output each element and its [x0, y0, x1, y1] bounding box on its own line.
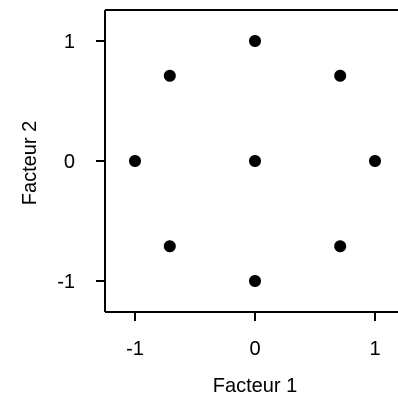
y-tick-label: 0 — [64, 151, 75, 173]
data-point — [369, 155, 381, 167]
data-point — [334, 240, 347, 253]
x-tick-label: 0 — [249, 338, 260, 360]
data-point — [163, 69, 176, 82]
data-point — [334, 69, 347, 82]
data-point — [129, 155, 141, 167]
x-axis-label: Facteur 1 — [213, 375, 297, 397]
y-tick-label: 1 — [64, 31, 75, 53]
data-point — [249, 275, 261, 287]
x-axis: -1 0 1 — [126, 312, 381, 360]
y-tick-label: -1 — [57, 271, 75, 293]
y-axis-label: Facteur 2 — [19, 121, 41, 205]
y-axis: -1 0 1 — [57, 31, 105, 293]
x-tick-label: 1 — [369, 338, 380, 360]
data-point — [249, 155, 261, 167]
data-point — [163, 240, 176, 253]
data-point — [249, 35, 261, 47]
x-tick-label: -1 — [126, 338, 144, 360]
data-points — [129, 35, 381, 287]
